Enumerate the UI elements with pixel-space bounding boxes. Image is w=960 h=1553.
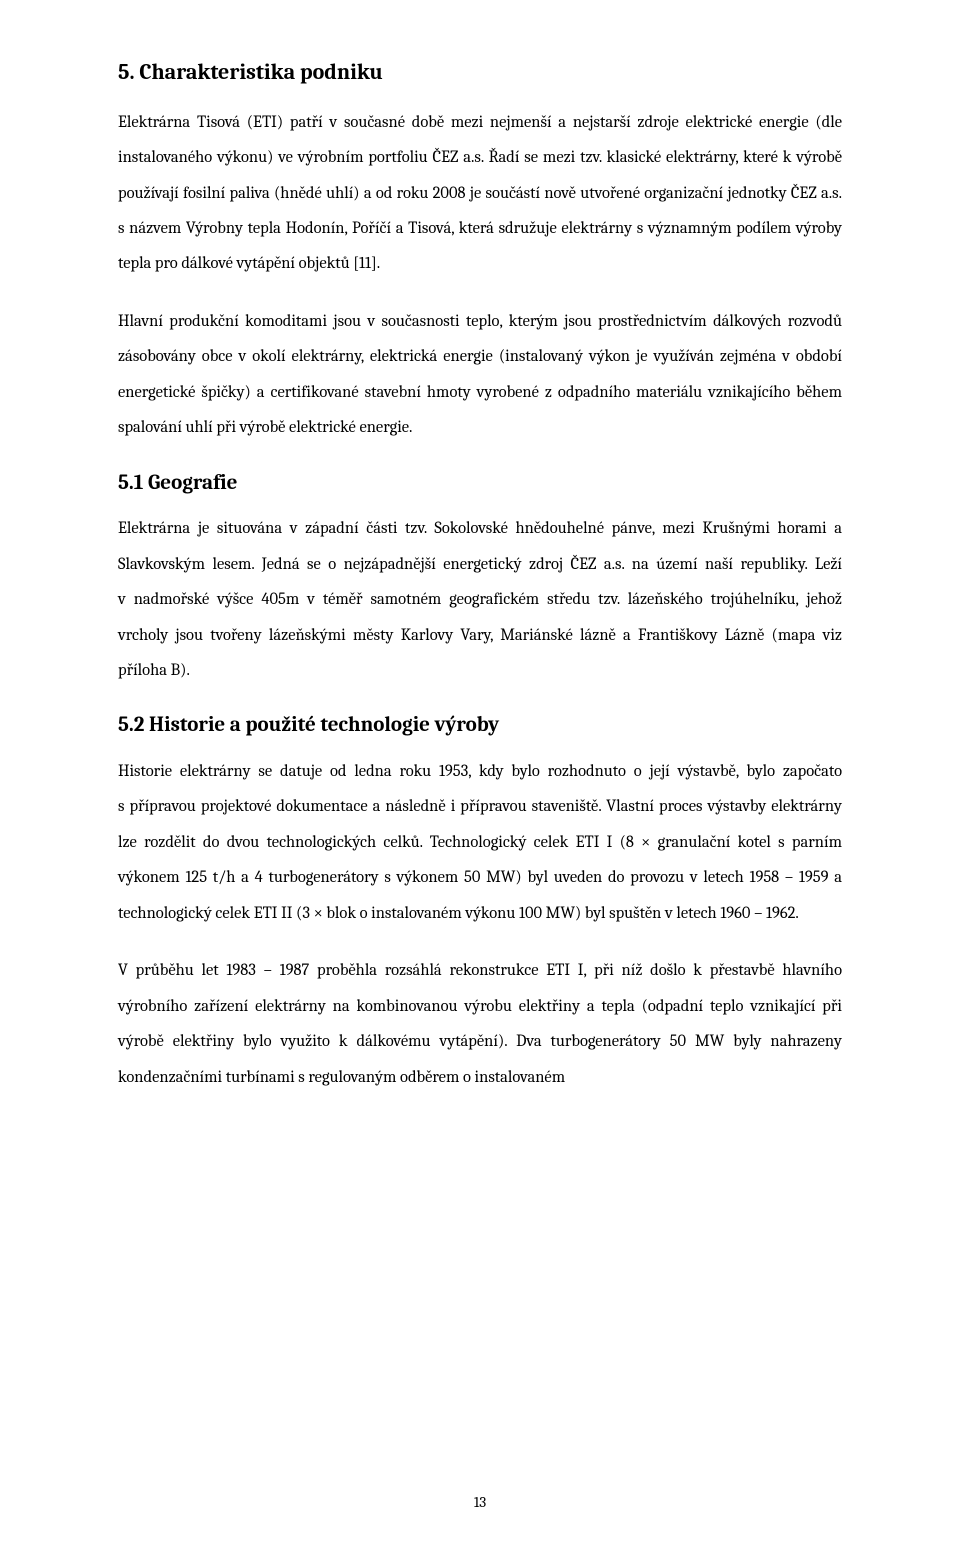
paragraph-3: Elektrárna je situována v západní části …: [118, 511, 842, 688]
paragraph-5: V průběhu let 1983 – 1987 proběhla rozsá…: [118, 953, 842, 1095]
paragraph-2: Hlavní produkční komoditami jsou v souča…: [118, 304, 842, 446]
heading-5-1: 5.1 Geografie: [118, 470, 842, 497]
document-page: 5. Charakteristika podniku Elektrárna Ti…: [0, 0, 960, 1553]
page-number: 13: [0, 1493, 960, 1511]
paragraph-1: Elektrárna Tisová (ETI) patří v současné…: [118, 105, 842, 282]
paragraph-4: Historie elektrárny se datuje od ledna r…: [118, 754, 842, 931]
heading-5: 5. Charakteristika podniku: [118, 58, 842, 87]
heading-5-2: 5.2 Historie a použité technologie výrob…: [118, 712, 842, 739]
